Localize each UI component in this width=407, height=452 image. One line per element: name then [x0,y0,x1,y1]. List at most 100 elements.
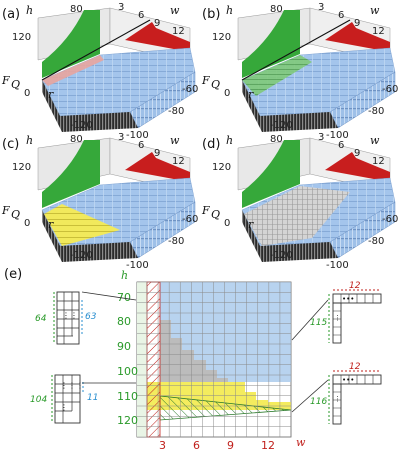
board-left-top-left: 64 [35,314,47,324]
h-tick: 80 [270,4,283,15]
front-face [42,210,138,262]
w-tick: 12 [372,26,385,37]
yellow-region [44,204,120,246]
h-tick: 90 [117,340,131,353]
green-wall [242,140,300,208]
green-wall [42,10,100,78]
boundary-line [41,19,151,81]
board-grid [57,292,79,344]
w-tick: 6 [338,10,344,21]
board-grid [55,375,80,423]
board-grid [340,375,374,384]
w-tick: 6 [138,10,144,21]
panel-label: (c) [2,137,19,152]
r-tick: -120 [270,250,293,261]
r-axis-label: r [248,218,254,231]
fq-tick: -60 [382,84,398,95]
phase-diagram-panel: (e) h w 70 80 90 100 110 120 3 6 9 12 [4,267,382,452]
fq-tick: -60 [182,214,198,225]
h-tick: 100 [117,365,138,378]
board-dots: ⋮ [334,314,341,322]
board-grid [333,391,341,417]
board-frame [54,374,81,424]
h-axis-label: h [226,134,233,147]
fq-axis-label: F [1,204,10,217]
board-right-top: ••• ⋮ 12 115 [291,281,382,344]
h-tick: 110 [117,390,138,403]
front-face [242,80,338,132]
r-tick: -120 [70,250,93,261]
w-tick: 3 [318,2,324,13]
h-axis-label: h [121,269,128,282]
fq-tick: -100 [326,130,349,141]
board-col [332,302,342,344]
w-axis-label: w [170,134,180,147]
r-tick: 0 [24,88,30,99]
phase-plot: h w 70 80 90 100 110 120 3 6 9 12 [117,269,306,452]
fq-tick: -60 [382,214,398,225]
h-tick: 120 [117,414,138,427]
board-dots: ••• [342,376,354,384]
front-face [42,80,138,132]
board-left-bottom: ⋮⋮⋮ ⋮ 104 11 [30,374,136,424]
fq-tick: -80 [168,236,184,247]
red-wall [125,152,190,182]
w-axis-label: w [370,4,380,17]
board-left-top-right: 63 [85,312,97,322]
board-dots: ⋮⋮ [62,311,78,320]
fq-tick: -100 [326,260,349,271]
w-tick: 12 [172,156,185,167]
pointer-arrow [291,379,329,413]
h-tick: 120 [12,162,31,173]
board-grid [333,310,341,336]
board-right-bottom-top: 12 [349,362,361,372]
w-tick: 9 [227,439,234,452]
board-right-top-left: 115 [310,318,327,328]
panel-label-e: (e) [4,267,22,282]
r-tick: 0 [224,88,230,99]
h-tick-labels: 70 80 90 100 110 120 [117,291,138,427]
h-axis-label: h [26,4,33,17]
fq-axis-sub: Q [211,78,220,91]
pointer-arrow [291,299,329,341]
w-tick: 12 [372,156,385,167]
board-left-top: ⋮⋮ 64 63 [35,291,137,345]
w-tick: 9 [354,148,360,159]
w-axis-label: w [370,134,380,147]
side-face [329,201,396,259]
h-tick: 80 [70,134,83,145]
green-wall [42,140,100,208]
green-wall [242,10,300,78]
panel-label: (d) [202,137,220,152]
h-tick: 120 [212,162,231,173]
w-tick: 9 [154,148,160,159]
board-right-top-top: 12 [349,281,361,291]
fq-tick: -80 [368,106,384,117]
w-tick: 6 [138,140,144,151]
h-tick: 80 [270,134,283,145]
r-axis-label: r [248,88,254,101]
board-left-bottom-left: 104 [30,395,47,405]
board-right-bottom-left: 116 [310,397,327,407]
w-tick: 12 [261,439,275,452]
board-frame [56,291,80,345]
w-tick: 3 [118,2,124,13]
h-tick: 80 [70,4,83,15]
w-tick-labels: 3 6 9 12 [159,439,275,452]
r-tick: -120 [270,120,293,131]
board-col [332,383,342,425]
board-dots: ⋮ [60,403,68,412]
grid [137,281,292,438]
r-tick: 0 [224,218,230,229]
w-tick: 3 [318,132,324,143]
side-face [329,71,396,129]
r-tick: -120 [70,120,93,131]
h-axis-label: h [26,134,33,147]
fq-tick: -80 [168,106,184,117]
h-axis-label: h [226,4,233,17]
board-right-bottom: ••• ⋮ 12 116 [291,362,382,425]
r-axis-label: r [48,218,54,231]
